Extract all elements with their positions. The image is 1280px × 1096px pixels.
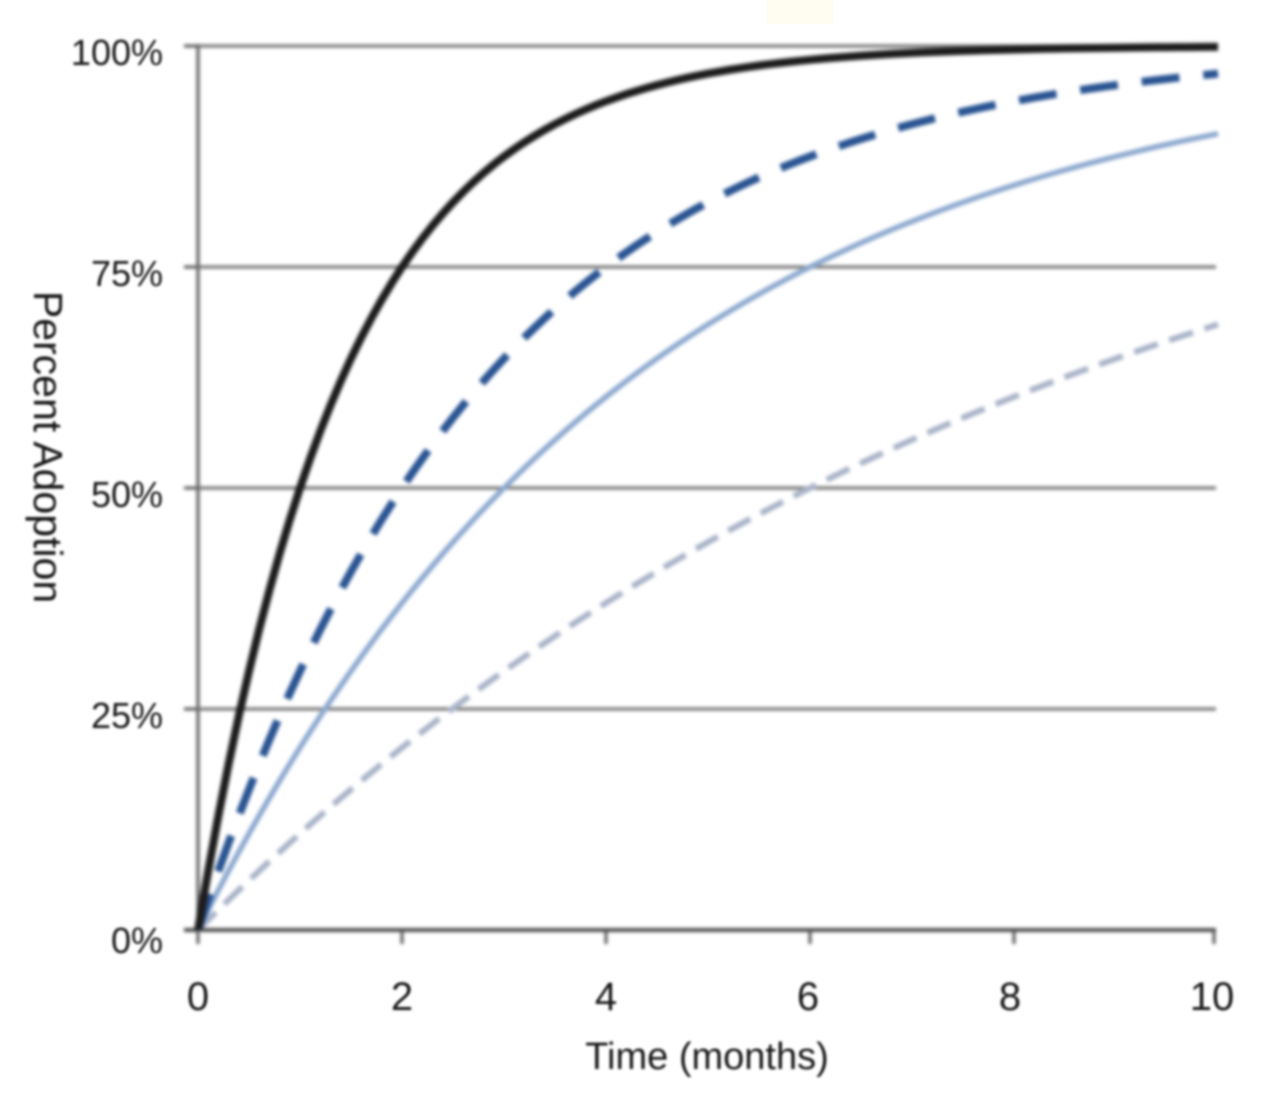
- svg-text:0: 0: [187, 975, 209, 1019]
- svg-text:Time (months): Time (months): [585, 1036, 829, 1078]
- svg-text:0%: 0%: [111, 920, 163, 961]
- svg-text:4: 4: [595, 975, 617, 1019]
- svg-text:100%: 100%: [71, 32, 163, 73]
- svg-text:50%: 50%: [91, 474, 163, 515]
- svg-text:2: 2: [391, 975, 413, 1019]
- svg-text:10: 10: [1190, 975, 1235, 1019]
- svg-text:75%: 75%: [91, 253, 163, 294]
- svg-text:25%: 25%: [91, 695, 163, 736]
- svg-text:8: 8: [999, 975, 1021, 1019]
- svg-text:6: 6: [797, 975, 819, 1019]
- svg-text:Percent Adoption: Percent Adoption: [25, 291, 71, 603]
